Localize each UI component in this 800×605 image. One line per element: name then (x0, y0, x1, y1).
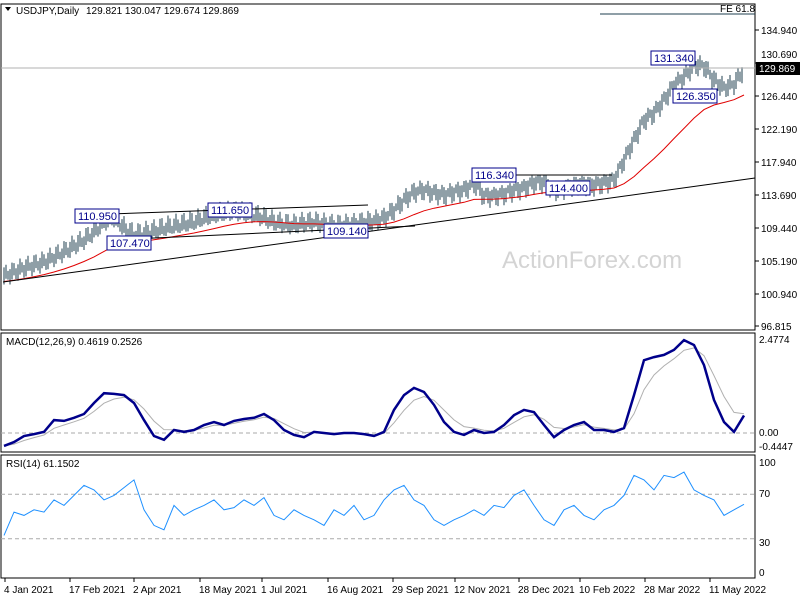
annotation-131340: 131.340 (650, 50, 696, 66)
rsi-tick-label: 30 (759, 538, 771, 549)
rsi-panel (0, 454, 756, 579)
date-tick-label: 2 Apr 2021 (133, 585, 182, 596)
svg-text:110.950: 110.950 (78, 211, 117, 223)
date-tick-label: 4 Jan 2021 (4, 585, 54, 596)
annotation-109140: 109.140 (323, 223, 369, 239)
macd-layer (1, 338, 755, 448)
svg-text:109.140: 109.140 (327, 226, 367, 238)
date-tick-label: 28 Mar 2022 (644, 585, 701, 596)
macd-tick-label: 0.00 (759, 428, 779, 439)
date-tick-label: 10 Feb 2022 (579, 585, 636, 596)
price-tick-label: 134.940 (761, 26, 798, 37)
rsi-tick-label: 0 (759, 568, 765, 579)
fe-61-8-label: FE 61.8 (720, 4, 755, 15)
price-tick-label: 113.690 (761, 191, 797, 202)
annotation-114400: 114.400 (545, 180, 591, 196)
watermark: ActionForex.com (502, 247, 682, 274)
svg-text:126.350: 126.350 (676, 91, 716, 103)
svg-text:131.340: 131.340 (654, 53, 694, 65)
current-price-tag (756, 62, 800, 75)
annotation-126350: 126.350 (672, 88, 718, 104)
price-tick-label: 96.815 (761, 322, 792, 333)
date-tick-label: 18 May 2021 (199, 585, 257, 596)
date-tick-label: 17 Feb 2021 (69, 585, 126, 596)
price-panel (0, 3, 756, 331)
date-tick-label: 11 May 2022 (709, 585, 767, 596)
svg-text:107.470: 107.470 (110, 238, 150, 250)
svg-text:114.400: 114.400 (549, 183, 588, 195)
date-tick-label: 28 Dec 2021 (518, 585, 575, 596)
price-tick-label: 109.440 (761, 224, 798, 235)
rsi-tick-label: 100 (759, 458, 776, 469)
price-tick-label: 117.940 (761, 158, 797, 169)
annotation-110950: 110.950 (74, 208, 120, 224)
macd-line (3, 338, 746, 448)
date-tick-label: 12 Nov 2021 (454, 585, 511, 596)
rsi-tick-label: 70 (759, 489, 771, 500)
svg-text:116.340: 116.340 (475, 170, 514, 182)
price-tick-label: 100.940 (761, 290, 798, 301)
axes-layer: 134.940 130.690 126.440 122.190 117.940 113.6… (4, 26, 798, 596)
svg-text:111.650: 111.650 (211, 205, 249, 217)
macd-panel (0, 332, 756, 453)
price-tick-label: 122.190 (761, 125, 798, 136)
price-tick-label: 130.690 (761, 50, 798, 61)
rsi-title: RSI(14) 61.1502 (6, 459, 80, 470)
collapse-triangle-icon[interactable] (5, 7, 11, 11)
date-tick-label: 29 Sep 2021 (392, 585, 449, 596)
annotation-107470: 107.470 (106, 235, 152, 251)
support-trendline (2, 177, 756, 283)
date-tick-label: 1 Jul 2021 (261, 585, 308, 596)
macd-title: MACD(12,26,9) 0.4619 0.2526 (6, 337, 143, 348)
rsi-layer (1, 471, 755, 540)
macd-tick-label: 2.4774 (759, 335, 790, 346)
date-tick-label: 16 Aug 2021 (327, 585, 384, 596)
current-price-value: 129.869 (759, 64, 796, 75)
price-tick-label: 126.440 (761, 92, 798, 103)
ohlc-values: 129.821 130.047 129.674 129.869 (86, 6, 239, 17)
annotation-111650: 111.650 (207, 202, 253, 218)
macd-tick-label: -0.4447 (759, 442, 793, 453)
annotation-116340: 116.340 (471, 167, 517, 183)
rsi-line (3, 471, 745, 536)
price-tick-label: 105.190 (761, 257, 798, 268)
symbol-label: USDJPY,Daily (16, 6, 79, 17)
